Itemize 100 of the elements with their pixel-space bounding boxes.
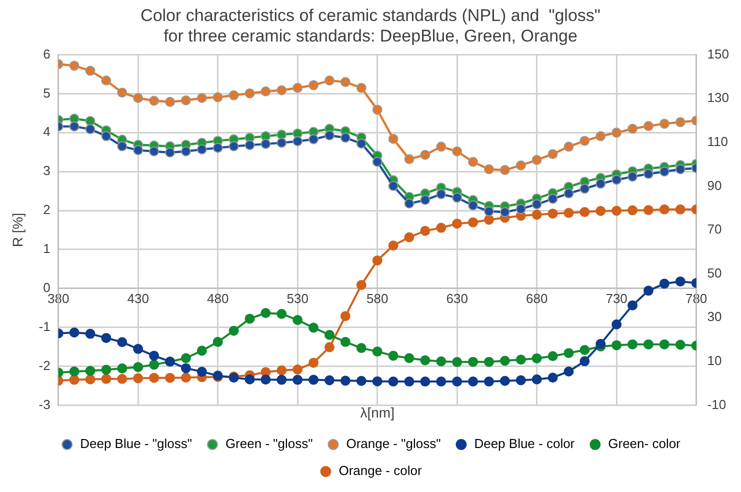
point: [324, 130, 334, 140]
point: [612, 319, 622, 330]
point: [548, 149, 558, 160]
x-tick-label: 530: [286, 290, 308, 306]
legend-label: Deep Blue - "gloss": [80, 436, 192, 452]
point: [659, 278, 670, 289]
point: [340, 336, 350, 347]
point: [500, 165, 510, 176]
point: [532, 374, 542, 384]
point: [452, 357, 462, 368]
point: [308, 358, 319, 368]
y2-tick-label: 30: [707, 309, 722, 324]
point: [340, 311, 350, 322]
point: [564, 208, 574, 218]
x-axis-title: λ[nm]: [360, 404, 394, 420]
y-tick-label: -1: [38, 318, 50, 334]
point: [548, 194, 558, 204]
point: [548, 351, 558, 362]
point: [133, 93, 144, 104]
point: [228, 90, 239, 100]
point: [372, 255, 382, 266]
x-tick-label: 630: [446, 290, 468, 306]
point: [356, 82, 366, 93]
point: [356, 376, 366, 386]
point: [532, 210, 542, 220]
y2-tick-label: 110: [707, 134, 728, 149]
point: [436, 356, 446, 366]
y-tick-label: 4: [43, 124, 50, 140]
point: [388, 134, 398, 144]
point: [101, 75, 112, 86]
point: [659, 204, 670, 214]
point: [308, 80, 319, 90]
point: [580, 184, 590, 194]
point: [468, 156, 478, 167]
point: [372, 104, 382, 115]
point: [484, 164, 494, 174]
point: [308, 374, 319, 385]
point: [292, 82, 303, 93]
x-tick-label: 730: [606, 290, 628, 306]
point: [643, 286, 654, 296]
point: [596, 206, 606, 216]
point: [675, 164, 686, 174]
y-tick-label: -2: [38, 358, 50, 373]
point: [580, 345, 590, 356]
point: [468, 376, 478, 387]
point: [468, 200, 478, 210]
point: [69, 327, 80, 338]
point: [149, 350, 160, 361]
point: [165, 372, 175, 383]
point: [564, 348, 574, 358]
y-tick-label: 2: [43, 202, 50, 218]
y2-tick-label: 50: [707, 265, 722, 280]
point: [643, 339, 654, 350]
point: [675, 117, 686, 128]
point: [372, 156, 382, 167]
point: [484, 214, 494, 225]
chart-title: Color characteristics of ceramic standards (NPL) and "gloss" for three ceramic standards: DeepBlue, Green, Orange: [140, 6, 600, 46]
point: [292, 136, 303, 146]
point: [324, 375, 334, 386]
point: [196, 346, 207, 356]
y-tick-label: 3: [43, 163, 50, 178]
point: [404, 376, 414, 387]
legend-label: Orange - color: [338, 463, 422, 478]
point: [452, 376, 462, 387]
point: [117, 337, 128, 348]
point: [260, 308, 271, 318]
point: [244, 314, 255, 324]
y2-tick-label: 130: [707, 90, 730, 106]
point: [260, 138, 271, 149]
point: [101, 374, 112, 384]
point: [612, 128, 622, 138]
point: [292, 364, 303, 375]
point: [548, 208, 558, 219]
point: [436, 222, 446, 233]
point: [149, 372, 160, 383]
point: [149, 360, 160, 370]
point: [149, 96, 160, 106]
y-tick-label: 0: [43, 280, 50, 295]
point: [659, 339, 670, 350]
y2-tick-label: 90: [707, 178, 722, 193]
point: [643, 168, 654, 179]
point: [404, 198, 414, 209]
x-tick-label: 480: [206, 290, 229, 306]
point: [372, 376, 382, 386]
point: [484, 356, 494, 367]
point: [180, 363, 191, 374]
point: [643, 121, 654, 132]
y-tick-label: 5: [43, 85, 50, 100]
point: [276, 365, 287, 376]
point: [308, 322, 319, 333]
point: [324, 330, 334, 340]
point: [628, 172, 638, 182]
point: [484, 206, 494, 216]
point: [596, 338, 606, 349]
point: [212, 142, 223, 153]
x-tick-label: 580: [366, 290, 388, 306]
point: [659, 118, 670, 129]
point: [69, 374, 80, 385]
point: [484, 376, 494, 387]
point: [101, 131, 112, 142]
